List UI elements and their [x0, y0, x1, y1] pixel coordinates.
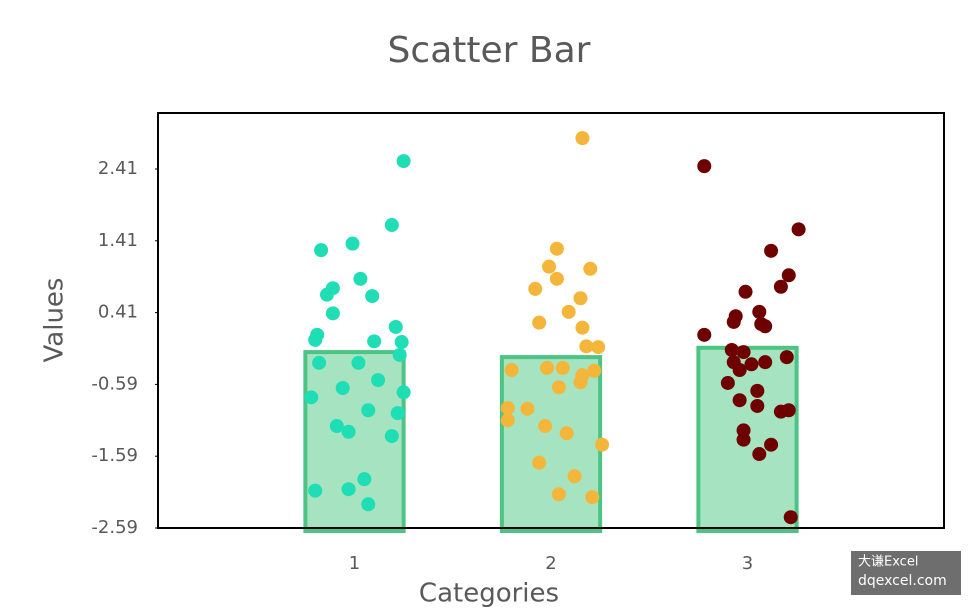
- scatter-point: [752, 304, 767, 319]
- scatter-point: [555, 360, 570, 375]
- scatter-point: [783, 510, 798, 525]
- scatter-point: [779, 350, 794, 365]
- x-tick-label: 2: [545, 553, 556, 574]
- scatter-point: [585, 490, 600, 505]
- scatter-point: [341, 482, 356, 497]
- scatter-point: [532, 315, 547, 330]
- scatter-point: [520, 401, 535, 416]
- y-tick-label: -2.59: [91, 517, 138, 538]
- scatter-point: [532, 455, 547, 470]
- scatter-point: [388, 319, 403, 334]
- scatter-point: [371, 373, 386, 388]
- scatter-point: [738, 284, 753, 299]
- scatter-point: [538, 419, 553, 434]
- scatter-point: [773, 404, 788, 419]
- scatter-point: [724, 342, 739, 357]
- scatter-point: [500, 413, 515, 428]
- scatter-point: [575, 131, 590, 146]
- scatter-point: [392, 347, 407, 362]
- scatter-point: [396, 154, 411, 169]
- plot-frame: [157, 112, 945, 529]
- scatter-point: [312, 355, 327, 370]
- scatter-point: [549, 271, 564, 286]
- y-axis-label: Values: [40, 278, 70, 363]
- scatter-point: [361, 497, 376, 512]
- scatter-point: [573, 375, 588, 390]
- scatter-point: [345, 236, 360, 251]
- x-tick-label: 3: [742, 553, 753, 574]
- scatter-point: [732, 363, 747, 378]
- x-tick-label: 1: [349, 553, 360, 574]
- y-tick-label: 2.41: [98, 158, 138, 179]
- scatter-point: [726, 314, 741, 329]
- y-tick-label: 1.41: [98, 230, 138, 251]
- scatter-point: [351, 355, 366, 370]
- scatter-point: [587, 363, 602, 378]
- scatter-point: [567, 469, 582, 484]
- scatter-point: [367, 334, 382, 349]
- bar: [303, 350, 406, 534]
- watermark: 大谦Excel: [858, 555, 918, 570]
- chart-title: Scatter Bar: [388, 30, 591, 71]
- scatter-point: [595, 437, 610, 452]
- scatter-point: [764, 243, 779, 258]
- scatter-point: [791, 222, 806, 237]
- y-tick-label: -1.59: [91, 445, 138, 466]
- scatter-point: [341, 424, 356, 439]
- scatter-point: [325, 306, 340, 321]
- watermark-box: [851, 551, 961, 595]
- scatter-point: [304, 390, 319, 405]
- scatter-point: [528, 281, 543, 296]
- scatter-point: [750, 383, 765, 398]
- scatter-point: [361, 403, 376, 418]
- scatter-point: [575, 320, 590, 335]
- scatter-point: [720, 375, 735, 390]
- scatter-point: [500, 401, 515, 416]
- scatter-point: [781, 268, 796, 283]
- scatter-point: [308, 483, 323, 498]
- scatter-point: [573, 291, 588, 306]
- y-tick-label: -0.59: [91, 373, 138, 394]
- scatter-point: [750, 398, 765, 413]
- scatter-point: [559, 426, 574, 441]
- scatter-point: [561, 304, 576, 319]
- scatter-point: [335, 380, 350, 395]
- scatter-point: [384, 218, 399, 233]
- scatter-point: [540, 360, 555, 375]
- x-axis-label: Categories: [419, 579, 559, 609]
- scatter-point: [758, 319, 773, 334]
- scatter-point: [365, 289, 380, 304]
- scatter-point: [736, 432, 751, 447]
- scatter-point: [504, 363, 519, 378]
- scatter-point: [744, 357, 759, 372]
- scatter-point: [394, 335, 409, 350]
- scatter-point: [319, 287, 334, 302]
- scatter-point: [579, 339, 594, 354]
- scatter-point: [764, 437, 779, 452]
- scatter-point: [542, 259, 557, 274]
- scatter-point: [314, 243, 329, 258]
- scatter-point: [758, 355, 773, 370]
- scatter-point: [697, 327, 712, 342]
- scatter-point: [329, 419, 344, 434]
- y-tick-label: 0.41: [98, 302, 138, 323]
- scatter-point: [396, 385, 411, 400]
- scatter-point: [384, 429, 399, 444]
- scatter-point: [736, 345, 751, 360]
- scatter-point: [353, 271, 368, 286]
- scatter-point: [697, 159, 712, 174]
- scatter-point: [308, 332, 323, 347]
- scatter-point: [732, 393, 747, 408]
- scatter-point: [390, 406, 405, 421]
- scatter-point: [773, 279, 788, 294]
- watermark: dqexcel.com: [858, 573, 947, 589]
- scatter-point: [551, 487, 566, 502]
- scatter-point: [591, 340, 606, 355]
- scatter-point: [551, 380, 566, 395]
- scatter-point: [549, 241, 564, 256]
- scatter-point: [752, 447, 767, 462]
- scatter-point: [583, 261, 598, 276]
- scatter-point: [357, 472, 372, 487]
